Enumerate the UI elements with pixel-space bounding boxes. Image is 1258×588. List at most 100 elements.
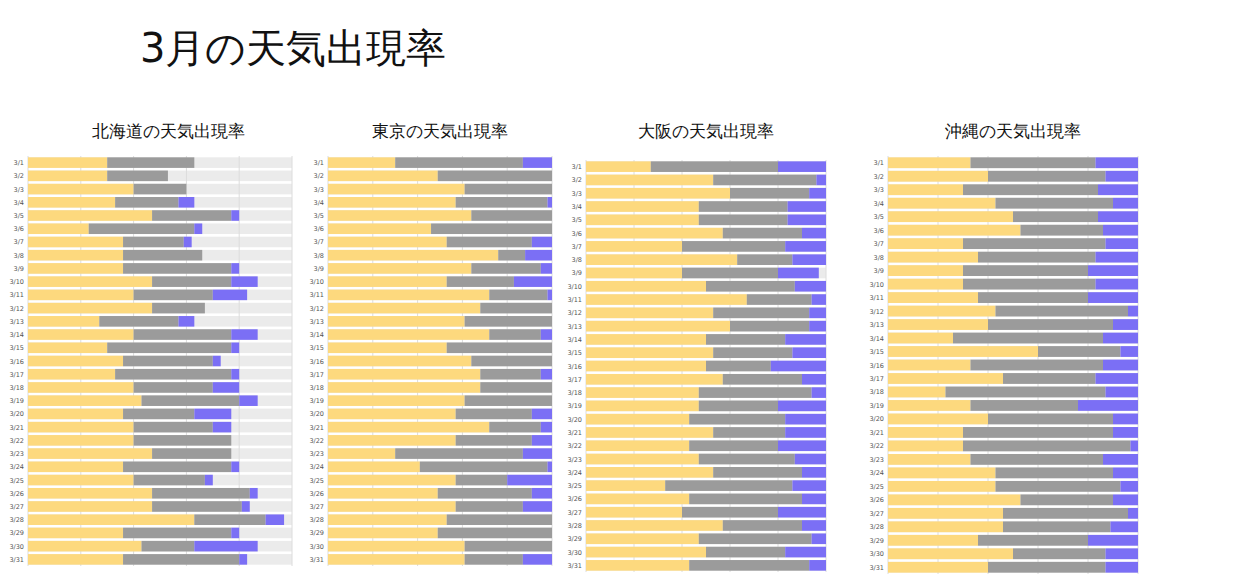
row-track [328, 514, 552, 525]
bar-segment [888, 562, 988, 573]
bar-segment [465, 395, 552, 406]
category-label: 3/30 [869, 550, 884, 558]
bar-segment [107, 157, 194, 168]
row-track [888, 535, 1138, 546]
bar-segment [586, 175, 713, 186]
bar-segment [713, 308, 809, 319]
category-label: 3/29 [309, 529, 324, 537]
bar-segment [250, 488, 258, 499]
bar-segment [586, 321, 730, 332]
bar-segment [28, 223, 89, 234]
row-track [28, 554, 292, 565]
row-track [28, 157, 292, 168]
y-tick-labels: 3/13/23/33/43/53/63/73/83/93/103/113/123… [9, 159, 24, 564]
bar-segment [888, 481, 996, 492]
bar-segment [525, 250, 552, 261]
bar-segment [888, 292, 978, 303]
bar-segment [328, 435, 456, 446]
bar-segment [651, 161, 778, 172]
bar-segment [489, 290, 547, 301]
row-track [328, 276, 552, 287]
bar-segment [231, 342, 239, 353]
row-track [328, 369, 552, 380]
row-track [888, 238, 1138, 249]
bar-segment [541, 369, 552, 380]
category-label: 3/3 [14, 186, 24, 194]
bar-segment [888, 360, 971, 371]
bar-segment [447, 514, 552, 525]
row-track [888, 333, 1138, 344]
row-track [888, 225, 1138, 236]
bar-segment [99, 316, 178, 327]
category-label: 3/29 [869, 537, 884, 545]
bar-segment [28, 356, 123, 367]
category-label: 3/23 [567, 456, 582, 464]
category-label: 3/27 [9, 503, 24, 511]
category-label: 3/3 [572, 190, 582, 198]
grid [888, 156, 1138, 574]
bar-segment [699, 533, 812, 544]
bar-segment [1113, 198, 1138, 209]
row-track [586, 281, 826, 292]
bar-segment [28, 382, 134, 393]
bar-segment [194, 223, 202, 234]
bar-segment [699, 401, 778, 412]
row-track [28, 541, 292, 552]
bar-segment [107, 171, 168, 182]
bar-segment [523, 448, 552, 459]
category-label: 3/11 [9, 291, 24, 299]
bar-segment [134, 184, 187, 195]
bars [28, 157, 284, 564]
row-track [888, 481, 1138, 492]
bar-segment [178, 316, 194, 327]
bar-segment [115, 369, 231, 380]
bars [888, 157, 1138, 572]
row-track [888, 454, 1138, 465]
bar-segment [28, 329, 134, 340]
bar-segment [802, 374, 826, 385]
chart-panel: 大阪の天気出現率3/13/23/33/43/53/63/73/83/93/103… [567, 121, 826, 572]
bar-segment [586, 414, 689, 425]
bar-segment [328, 263, 471, 274]
category-label: 3/26 [567, 495, 582, 503]
bar-segment [328, 382, 480, 393]
bar-segment [1096, 157, 1139, 168]
category-label: 3/27 [869, 510, 884, 518]
category-label: 3/12 [567, 309, 582, 317]
bar-segment [523, 157, 552, 168]
bar-segment [107, 342, 231, 353]
category-label: 3/4 [314, 199, 324, 207]
bar-segment [123, 237, 184, 248]
row-track [28, 290, 292, 301]
row-track [888, 494, 1138, 505]
row-track [28, 514, 292, 525]
bar-segment [792, 480, 826, 491]
bar-segment [465, 184, 552, 195]
bar-segment [888, 211, 1013, 222]
chart-title: 東京の天気出現率 [372, 121, 508, 141]
row-track [888, 265, 1138, 276]
bar-segment [888, 535, 978, 546]
bar-segment [888, 225, 1021, 236]
category-label: 3/12 [9, 305, 24, 313]
category-label: 3/7 [874, 240, 884, 248]
category-label: 3/9 [314, 265, 324, 273]
bar-segment [586, 520, 723, 531]
bar-segment [706, 334, 785, 345]
bar-segment [420, 462, 548, 473]
row-track [888, 157, 1138, 168]
bar-segment [532, 488, 552, 499]
bar-segment [152, 210, 231, 221]
bar-segment [123, 554, 239, 565]
bar-segment [1106, 548, 1139, 559]
bar-segment [1103, 454, 1138, 465]
row-track [328, 395, 552, 406]
category-label: 3/2 [572, 176, 582, 184]
bar-segment [586, 214, 699, 225]
bar-segment [888, 508, 1003, 519]
row-track [28, 435, 292, 446]
grid [586, 160, 826, 572]
bar-segment [152, 448, 231, 459]
bar-segment [28, 541, 142, 552]
y-tick-labels: 3/13/23/33/43/53/63/73/83/93/103/113/123… [869, 159, 884, 572]
